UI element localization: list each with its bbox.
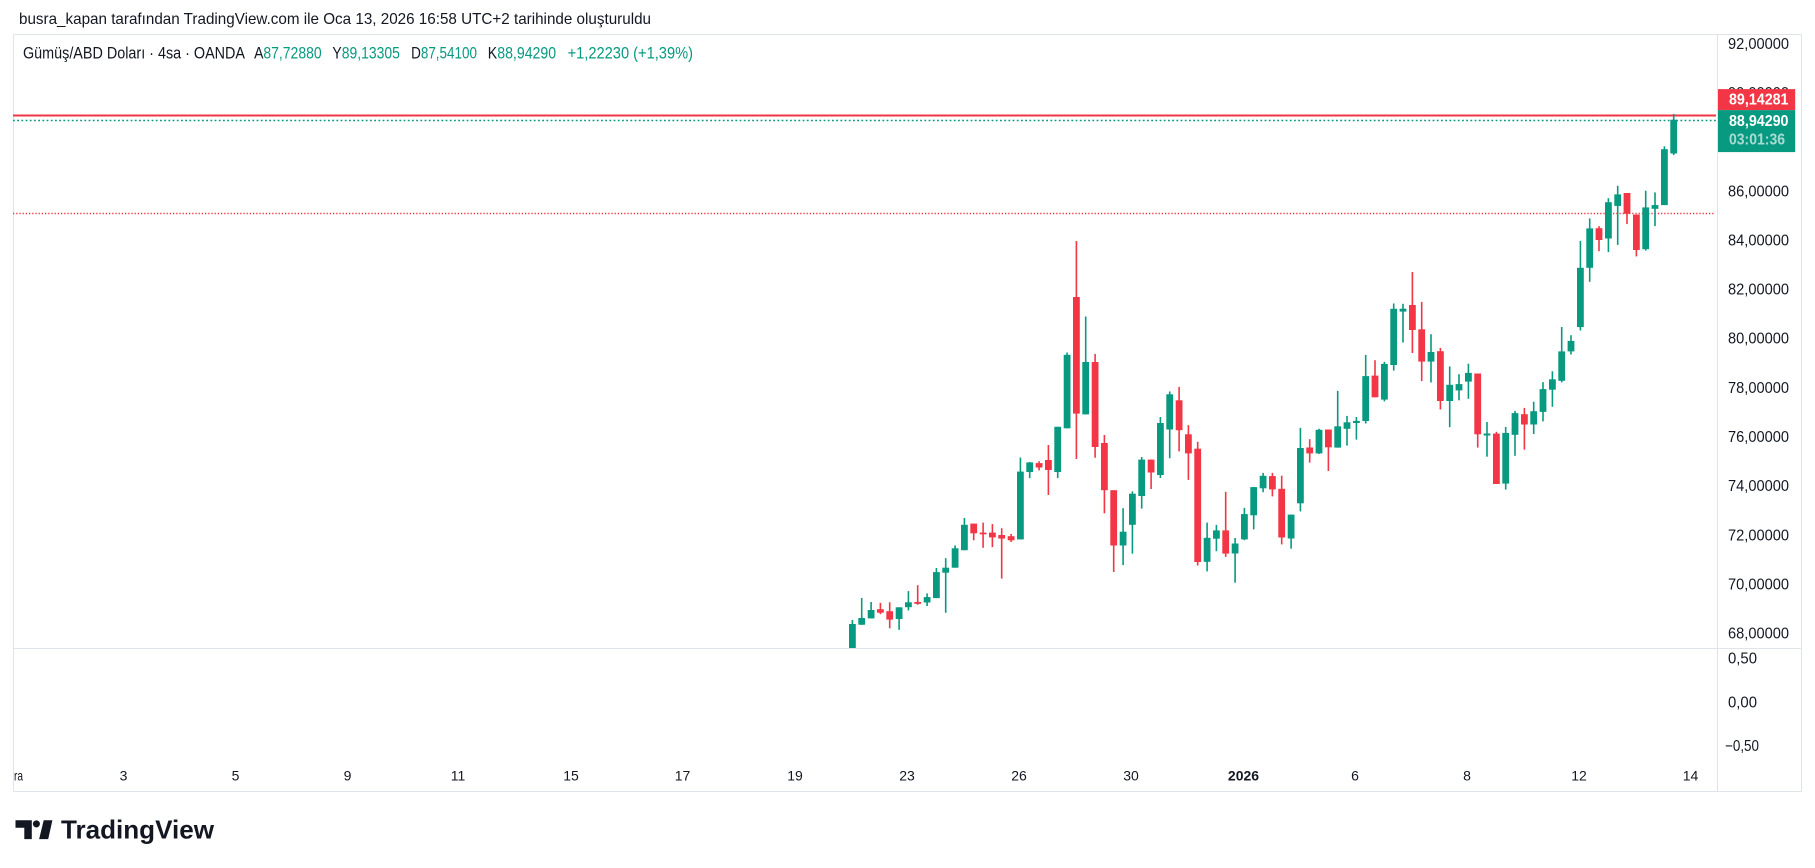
- svg-text:ra: ra: [14, 768, 23, 784]
- svg-text:Gümüş/ABD Doları · 4sa · OANDA: Gümüş/ABD Doları · 4sa · OANDA: [23, 45, 245, 63]
- svg-text:17: 17: [675, 768, 691, 784]
- svg-text:A87,72880: A87,72880: [254, 45, 322, 63]
- svg-text:78,00000: 78,00000: [1728, 380, 1789, 397]
- svg-text:30: 30: [1123, 768, 1139, 784]
- svg-text:−0,50: −0,50: [1725, 738, 1759, 755]
- svg-text:03:01:36: 03:01:36: [1729, 131, 1785, 148]
- svg-text:Y89,13305: Y89,13305: [332, 45, 400, 63]
- svg-text:82,00000: 82,00000: [1728, 282, 1789, 299]
- svg-text:3: 3: [120, 768, 128, 784]
- svg-text:K88,94290: K88,94290: [488, 45, 556, 63]
- svg-text:6: 6: [1351, 768, 1359, 784]
- svg-text:72,00000: 72,00000: [1728, 527, 1789, 544]
- svg-text:74,00000: 74,00000: [1728, 478, 1789, 495]
- svg-text:68,00000: 68,00000: [1728, 626, 1789, 643]
- svg-text:86,00000: 86,00000: [1728, 183, 1789, 200]
- svg-text:+1,22230 (+1,39%): +1,22230 (+1,39%): [568, 45, 693, 63]
- svg-text:89,14281: 89,14281: [1729, 92, 1789, 109]
- svg-text:19: 19: [787, 768, 803, 784]
- svg-text:70,00000: 70,00000: [1728, 576, 1789, 593]
- svg-text:76,00000: 76,00000: [1728, 429, 1789, 446]
- svg-text:23: 23: [899, 768, 915, 784]
- svg-text:26: 26: [1011, 768, 1027, 784]
- svg-text:80,00000: 80,00000: [1728, 331, 1789, 348]
- svg-text:12: 12: [1571, 768, 1587, 784]
- svg-text:84,00000: 84,00000: [1728, 232, 1789, 249]
- svg-text:busra_kapan tarafından Trading: busra_kapan tarafından TradingView.com i…: [19, 11, 651, 28]
- svg-text:14: 14: [1683, 768, 1699, 784]
- svg-text:D87,54100: D87,54100: [411, 45, 477, 63]
- svg-text:9: 9: [344, 768, 352, 784]
- svg-text:5: 5: [232, 768, 240, 784]
- svg-text:11: 11: [451, 768, 466, 784]
- svg-text:88,94290: 88,94290: [1729, 113, 1789, 130]
- svg-text:8: 8: [1463, 768, 1471, 784]
- svg-text:TradingView: TradingView: [61, 815, 215, 845]
- svg-text:2026: 2026: [1228, 768, 1259, 784]
- svg-text:0,50: 0,50: [1728, 650, 1757, 667]
- svg-text:15: 15: [563, 768, 579, 784]
- svg-text:0,00: 0,00: [1728, 695, 1757, 712]
- svg-text:92,00000: 92,00000: [1728, 36, 1789, 53]
